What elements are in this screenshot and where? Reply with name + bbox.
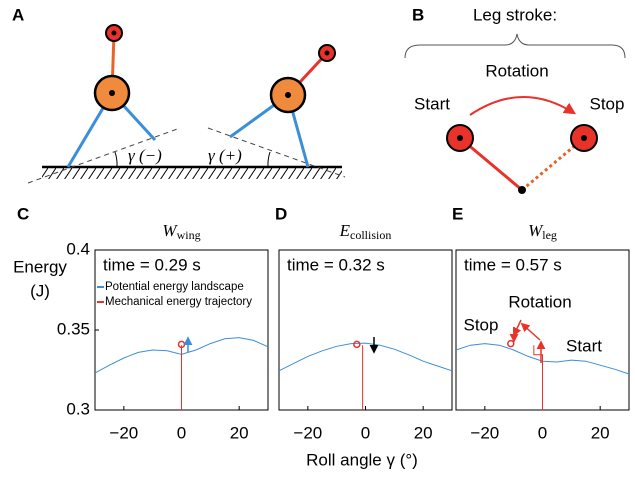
y-tick-label: 0.3: [66, 399, 90, 418]
x-tick-label: 20: [230, 423, 249, 442]
chart-title: Ecollision: [339, 221, 392, 242]
panel-a: A γ (−) γ (+): [12, 5, 346, 184]
series-line: [533, 345, 543, 410]
brace: [404, 33, 626, 59]
start-label: Start: [414, 94, 450, 113]
angle-arc: [267, 151, 271, 168]
x-tick-label: 20: [591, 423, 610, 442]
pivot: [518, 186, 526, 194]
arrow: [512, 319, 522, 337]
chart-title: Wwing: [162, 221, 200, 242]
y-tick-label: 0.35: [57, 319, 90, 338]
annotation: time = 0.57 s: [464, 255, 562, 274]
joint: [111, 30, 117, 36]
panel-letter: C: [17, 204, 29, 223]
x-tick-label: 20: [414, 423, 433, 442]
x-tick-label: −20: [109, 423, 138, 442]
ground-hatch: [42, 167, 342, 179]
chart-panel: D Ecollision −20 0 20 time = 0.32 s: [275, 204, 453, 442]
rotation-arrow: [469, 96, 577, 116]
legend-label: Potential energy landscape: [105, 281, 244, 293]
angle-label: γ (+): [208, 146, 242, 165]
joint: [581, 135, 587, 141]
chart-title-sub: collision: [350, 228, 391, 242]
x-tick-label: 0: [361, 423, 370, 442]
x-tick-label: −20: [293, 423, 322, 442]
panel-letter: E: [452, 204, 463, 223]
chart-panel: C Wwing 0.3 0.35 0.4 −20 0 20 time = 0.29 s Poten…: [17, 204, 269, 442]
angle-label: γ (−): [128, 146, 162, 165]
chart-title-sub: leg: [542, 228, 557, 242]
joint: [457, 135, 463, 141]
joint: [285, 92, 291, 98]
chart-panel: E Wleg −20 0 20 time = 0.57 s Rotation Stop Star…: [452, 204, 630, 442]
stop-label: Stop: [590, 94, 625, 113]
annotation: time = 0.29 s: [103, 255, 201, 274]
panel-b: B Leg stroke: Rotation Start Stop: [404, 5, 626, 194]
joint: [109, 90, 115, 96]
dashed-line: [207, 127, 346, 178]
panel-letter: D: [275, 204, 287, 223]
x-tick-label: 0: [538, 423, 547, 442]
x-tick-label: 0: [177, 423, 186, 442]
y-axis-label: (J): [30, 281, 50, 300]
heading: Leg stroke:: [473, 5, 557, 24]
arrow: [520, 322, 541, 341]
rotation-label: Rotation: [485, 61, 548, 80]
chart-title: Wleg: [528, 221, 557, 242]
series-line: [278, 342, 453, 372]
y-axis-label: Energy: [13, 257, 67, 276]
angle-arc: [114, 151, 118, 168]
marker: [507, 339, 515, 348]
x-tick-label: −20: [470, 423, 499, 442]
chart-title-sub: wing: [177, 228, 201, 242]
marker: [353, 340, 361, 349]
annotation: time = 0.32 s: [287, 255, 385, 274]
annotation: Rotation: [508, 292, 571, 311]
joint: [324, 50, 330, 56]
panel-letter: A: [12, 5, 24, 24]
legend-label: Mechanical energy trajectory: [105, 296, 252, 308]
panel-letter: B: [412, 5, 424, 24]
x-axis-label: Roll angle γ (°): [306, 450, 418, 469]
annotation: Stop: [464, 315, 499, 334]
annotation: Start: [566, 336, 602, 355]
y-tick-label: 0.4: [66, 239, 90, 258]
